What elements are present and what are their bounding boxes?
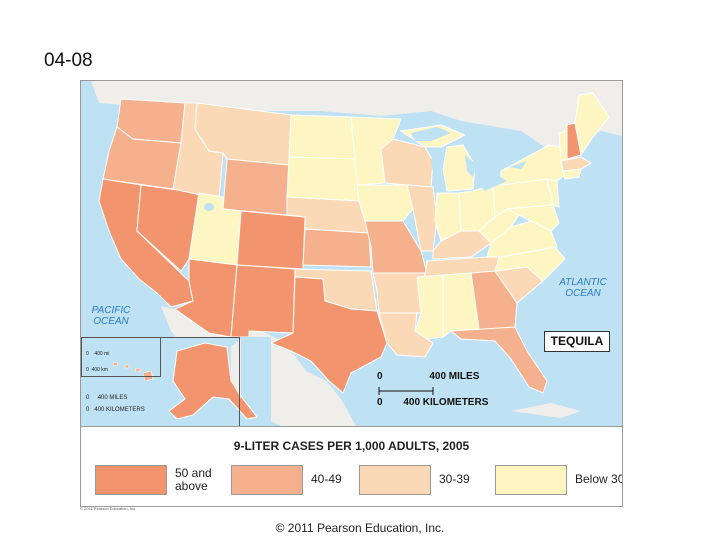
legend-swatch (359, 465, 431, 495)
great-salt-lake (204, 203, 214, 211)
state-new-york (500, 144, 566, 186)
state-maine (574, 92, 610, 157)
legend-title: 9-LITER CASES PER 1,000 ADULTS, 2005 (233, 439, 470, 453)
state-louisiana (378, 312, 434, 358)
cuba-landmass (511, 403, 581, 418)
state-new-mexico (230, 264, 296, 338)
state-vermont (558, 130, 568, 162)
state-connecticut-rhode-island (562, 168, 582, 180)
state-michigan-lower (442, 144, 476, 192)
state-florida (449, 326, 548, 394)
slide-title: 04-08 (44, 50, 93, 71)
canada-landmass (81, 81, 622, 151)
map-copyright: © 2011 Pearson Education, Inc. (80, 506, 137, 511)
state-kansas (302, 228, 372, 268)
state-south-dakota (286, 156, 360, 202)
legend: 9-LITER CASES PER 1,000 ADULTS, 2005 50 … (81, 426, 623, 506)
pacific-ocean-label: PACIFIC OCEAN (91, 305, 131, 327)
legend-label: 30-39 (439, 472, 470, 486)
legend-swatch (495, 465, 567, 495)
scale-miles-row: 0 400 MILES (377, 371, 480, 382)
hawaii-scale-mi: 0 400 mi (86, 351, 110, 357)
hawaii-scale-km: 0 400 km (86, 367, 108, 373)
legend-label: 50 and above (175, 466, 212, 493)
legend-swatch (95, 465, 167, 495)
great-lakes (411, 127, 527, 191)
legend-label: 40-49 (311, 472, 342, 486)
scale-bar (378, 387, 434, 395)
alaska-scale-mi: 0 400 MILES (86, 395, 128, 401)
state-texas (269, 276, 388, 394)
state-virginia (486, 220, 558, 258)
state-wyoming (222, 158, 290, 216)
state-colorado (236, 210, 306, 270)
state-alaska (168, 342, 258, 420)
legend-label: Below 30 (575, 472, 623, 486)
alaska-scale-km: 0 400 KILOMETERS (86, 407, 145, 413)
atlantic-ocean-label: ATLANTIC OCEAN (559, 277, 607, 299)
state-iowa (356, 184, 414, 222)
legend-swatch (231, 465, 303, 495)
yukon-landmass (231, 339, 241, 399)
state-north-dakota (288, 114, 356, 160)
map-frame: 0 400 mi 0 400 km 0 400 MILES 0 400 KILO… (80, 80, 623, 507)
scale-km-row: 0 400 KILOMETERS (377, 397, 489, 408)
map-topic-label: TEQUILA (544, 331, 610, 352)
state-massachusetts (560, 156, 592, 172)
state-hawaii (112, 361, 154, 382)
slide-footer: © 2011 Pearson Education, Inc. (275, 521, 445, 535)
